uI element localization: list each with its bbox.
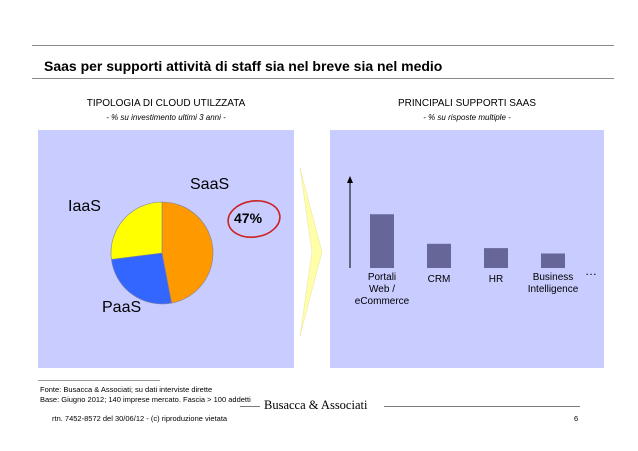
bar-label-0: Portali Web / eCommerce (354, 272, 410, 307)
top-rule (32, 45, 614, 46)
title-rule (32, 78, 614, 79)
bar-label-3: Business Intelligence (527, 272, 579, 295)
pie-label-iaas: IaaS (68, 198, 101, 215)
brand-name: Busacca & Associati (264, 398, 368, 412)
pie-slice-paas (111, 252, 172, 305)
right-subheading: - % su risposte multiple - (423, 113, 511, 122)
page-number: 6 (574, 414, 579, 423)
y-axis-arrow (347, 176, 353, 183)
left-heading: TIPOLOGIA DI CLOUD UTILZZATA (86, 98, 246, 109)
slide-title: Saas per supporti attività di staff sia … (44, 58, 443, 74)
bar-label-2: HR (488, 274, 504, 285)
arrow-shape (299, 168, 323, 336)
bar-label-1: CRM (427, 274, 451, 285)
bar-2 (484, 248, 508, 268)
footer-source: Fonte: Busacca & Associati; su dati inte… (40, 385, 213, 394)
right-heading: PRINCIPALI SUPPORTI SAAS (397, 98, 536, 109)
pie-label-saas: SaaS (190, 176, 230, 193)
bar-3 (541, 253, 565, 268)
footer-legal: rtn. 7452-8572 del 30/06/12 - (c) riprod… (52, 414, 228, 423)
pie-slice-iaas (110, 201, 163, 260)
left-subheading: - % su investimento ultimi 3 anni - (106, 113, 226, 122)
bar-0 (370, 214, 394, 268)
footer-base: Base: Giugno 2012; 140 imprese mercato. … (40, 395, 251, 404)
highlight-circle (227, 200, 281, 238)
pie-label-paas: PaaS (102, 299, 142, 316)
bar-1 (427, 243, 451, 268)
footer-rule (38, 380, 160, 381)
more-ellipsis: … (585, 264, 597, 278)
brand-line-left (240, 406, 260, 407)
pie-slice-saas (161, 201, 214, 304)
brand-line-right (384, 406, 580, 407)
highlight-value: 47% (234, 210, 263, 226)
